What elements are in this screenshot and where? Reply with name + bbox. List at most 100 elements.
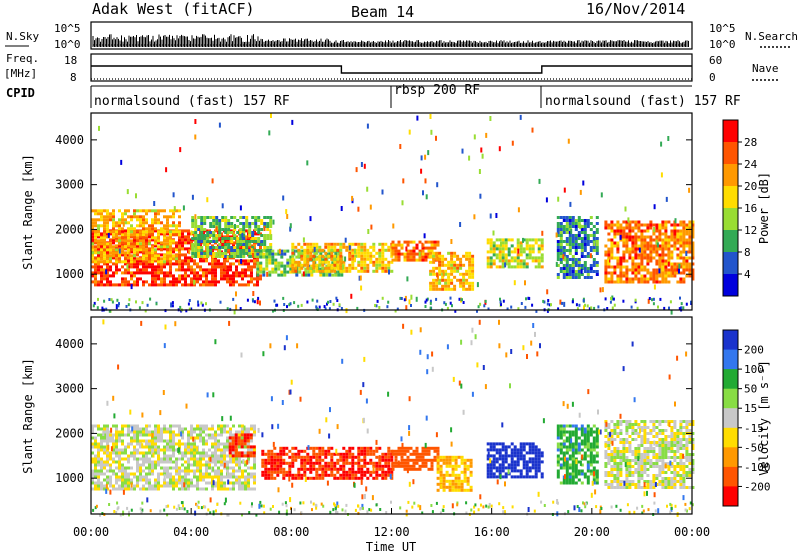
- power-y-ticks: 1000 2000 3000 4000: [55, 133, 692, 281]
- velocity-swatch-4: [723, 408, 738, 429]
- velocity-cbar-label-1: 100: [744, 363, 764, 376]
- power-cbar-label-2: 20: [744, 180, 757, 193]
- power-region-8: [556, 216, 599, 279]
- power-colorbar: 28 24 20 16 12 8 4 Power [dB]: [722, 119, 771, 297]
- freq-trace: [91, 65, 692, 74]
- power-cbar-label-3: 16: [744, 202, 757, 215]
- xtick-label-4: 16:00: [474, 525, 510, 539]
- velocity-ytick-label-1: 2000: [55, 426, 84, 440]
- time-xlabel: Time UT: [366, 540, 417, 554]
- velocity-region-2: [261, 446, 394, 480]
- power-region-7: [486, 238, 544, 269]
- xtick-label-3: 12:00: [373, 525, 409, 539]
- velocity-cbar-label-6: -100: [744, 461, 771, 474]
- power-swatch-0: [723, 120, 738, 143]
- velocity-y-ticks: 1000 2000 3000 4000: [55, 337, 692, 485]
- xtick-label-1: 04:00: [173, 525, 209, 539]
- freq-tick-low: 8: [70, 71, 77, 84]
- power-region-2: [191, 216, 273, 258]
- beam-title: Beam 14: [351, 3, 414, 21]
- cpid-mode-3: normalsound (fast) 157 RF: [545, 94, 741, 109]
- velocity-colorbar-frame: [722, 329, 739, 507]
- power-ytick-label-1: 2000: [55, 222, 84, 236]
- power-colorbar-label: Power [dB]: [757, 172, 771, 244]
- velocity-region-4: [436, 455, 473, 492]
- freq-tick-high: 18: [64, 54, 77, 67]
- cpid-mode-1: normalsound (fast) 157 RF: [94, 94, 290, 109]
- power-cbar-label-0: 28: [744, 136, 757, 149]
- xtick-label-5: 20:00: [574, 525, 610, 539]
- power-swatch-5: [723, 230, 738, 253]
- power-colorbar-swatches: [723, 120, 738, 297]
- velocity-colorbar-label: Velocity [m s⁻¹]: [757, 360, 771, 476]
- velocity-region-6: [556, 424, 599, 485]
- velocity-swatch-0: [723, 330, 738, 351]
- freq-frame: [90, 53, 693, 82]
- power-swatch-3: [723, 186, 738, 209]
- velocity-ylabel: Slant Range [km]: [21, 358, 35, 474]
- power-region-6: [429, 251, 475, 291]
- velocity-region-3: [391, 446, 440, 471]
- power-region-1: [91, 209, 181, 264]
- nave-label: Nave: [752, 62, 779, 75]
- velocity-swatch-1: [723, 349, 738, 370]
- velocity-swatch-5: [723, 427, 738, 448]
- noise-tick-high-right: 10^5: [709, 22, 736, 35]
- power-region-9: [604, 220, 695, 284]
- power-swatch-2: [723, 164, 738, 187]
- time-x-ticks: 00:00 04:00 08:00 12:00 16:00 20:00 00:00: [73, 508, 710, 539]
- cpid-panel: CPID normalsound (fast) 157 RF rbsp 200 …: [6, 83, 741, 109]
- date-title: 16/Nov/2014: [586, 0, 685, 18]
- velocity-colorbar-swatches: [723, 330, 738, 507]
- noise-frame: [90, 21, 693, 50]
- power-scatter: [92, 113, 693, 315]
- velocity-swatch-6: [723, 447, 738, 468]
- velocity-swatch-2: [723, 369, 738, 390]
- velocity-region-7: [604, 420, 695, 489]
- velocity-region-5: [486, 442, 544, 479]
- velocity-swatch-3: [723, 388, 738, 409]
- velocity-ytick-label-2: 3000: [55, 382, 84, 396]
- velocity-cbar-label-0: 200: [744, 344, 764, 357]
- power-panel: 1000 2000 3000 4000 Slant Range [km]: [21, 112, 695, 315]
- power-ytick-label-0: 1000: [55, 267, 84, 281]
- noise-tick-low-right: 10^0: [709, 38, 736, 51]
- power-swatch-7: [723, 274, 738, 297]
- velocity-region-0: [91, 424, 256, 491]
- velocity-colorbar-ticks: 200 100 50 15 -15 -50 -100 -200: [738, 344, 771, 493]
- velocity-cbar-label-3: 15: [744, 402, 757, 415]
- power-ylabel: Slant Range [km]: [21, 154, 35, 270]
- power-colorbar-ticks: 28 24 20 16 12 8 4: [738, 136, 758, 281]
- velocity-swatch-7: [723, 466, 738, 487]
- velocity-cbar-label-5: -50: [744, 441, 764, 454]
- power-cbar-label-4: 12: [744, 224, 757, 237]
- cpid-mode-2: rbsp 200 RF: [394, 83, 480, 98]
- velocity-cbar-label-2: 50: [744, 383, 757, 396]
- cpid-label: CPID: [6, 86, 35, 100]
- freq-panel: Freq. [MHz] 18 8 60 0 Nave: [4, 52, 779, 84]
- station-title: Adak West (fitACF): [92, 0, 255, 18]
- power-data-layer: [91, 113, 695, 315]
- power-cbar-label-5: 8: [744, 246, 751, 259]
- power-swatch-1: [723, 142, 738, 165]
- noise-sky-label: N.Sky: [6, 30, 39, 43]
- nave-tick-low: 0: [709, 71, 716, 84]
- power-swatch-4: [723, 208, 738, 231]
- power-cbar-label-6: 4: [744, 268, 751, 281]
- freq-unit-label: [MHz]: [4, 67, 37, 80]
- noise-tick-high-left: 10^5: [54, 22, 81, 35]
- velocity-swatch-8: [723, 486, 738, 507]
- power-cbar-label-1: 24: [744, 158, 758, 171]
- power-ytick-label-2: 3000: [55, 178, 84, 192]
- power-swatch-6: [723, 252, 738, 275]
- power-ytick-label-3: 4000: [55, 133, 84, 147]
- power-frame: [90, 112, 693, 311]
- velocity-region-1: [228, 433, 256, 458]
- xtick-label-2: 08:00: [273, 525, 309, 539]
- noise-search-label: N.Search: [745, 30, 798, 43]
- velocity-colorbar: 200 100 50 15 -15 -50 -100 -200 Velocity [m s⁻¹…: [722, 329, 771, 507]
- xtick-label-6: 00:00: [674, 525, 710, 539]
- velocity-ytick-label-0: 1000: [55, 471, 84, 485]
